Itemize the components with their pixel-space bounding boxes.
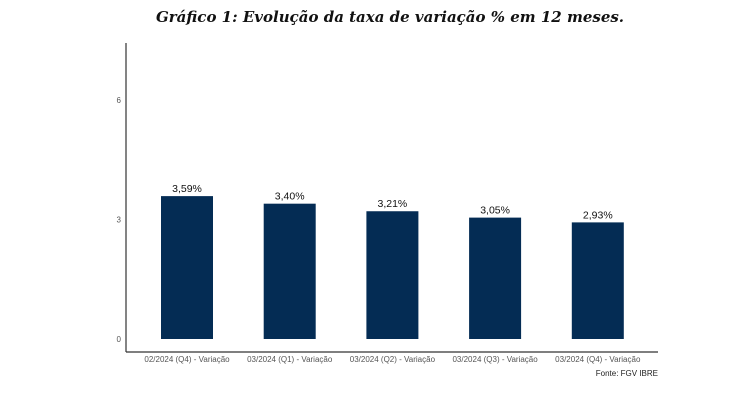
y-tick-label: 3 — [117, 216, 122, 225]
chart-title: Gráfico 1: Evolução da taxa de variação … — [155, 8, 625, 26]
bar-data-label: 3,21% — [378, 198, 408, 210]
y-tick-label: 0 — [117, 335, 122, 344]
y-tick-label: 6 — [117, 96, 122, 105]
x-tick-label: 03/2024 (Q1) - Variação — [247, 355, 333, 364]
category-labels: 02/2024 (Q4) - Variação 03/2024 (Q1) - Va… — [144, 355, 641, 364]
bar — [263, 203, 316, 339]
data-labels: 3,59% 3,40% 3,21% 3,05% 2,93% — [172, 183, 613, 221]
x-tick-label: 02/2024 (Q4) - Variação — [144, 355, 230, 364]
bar — [469, 217, 522, 339]
bar — [366, 211, 419, 339]
x-tick-label: 03/2024 (Q3) - Variação — [452, 355, 538, 364]
bars — [161, 196, 624, 339]
bar-data-label: 3,59% — [172, 183, 202, 195]
bar — [161, 196, 213, 339]
y-axis-ticks: 0 3 6 — [117, 96, 122, 344]
source-note: Fonte: FGV IBRE — [595, 369, 658, 378]
x-tick-label: 03/2024 (Q2) - Variação — [350, 355, 436, 364]
bar-data-label: 2,93% — [583, 209, 613, 221]
x-tick-label: 03/2024 (Q4) - Variação — [555, 355, 641, 364]
bar — [571, 222, 624, 339]
bar-data-label: 3,40% — [275, 191, 305, 203]
bar-data-label: 3,05% — [480, 205, 510, 217]
